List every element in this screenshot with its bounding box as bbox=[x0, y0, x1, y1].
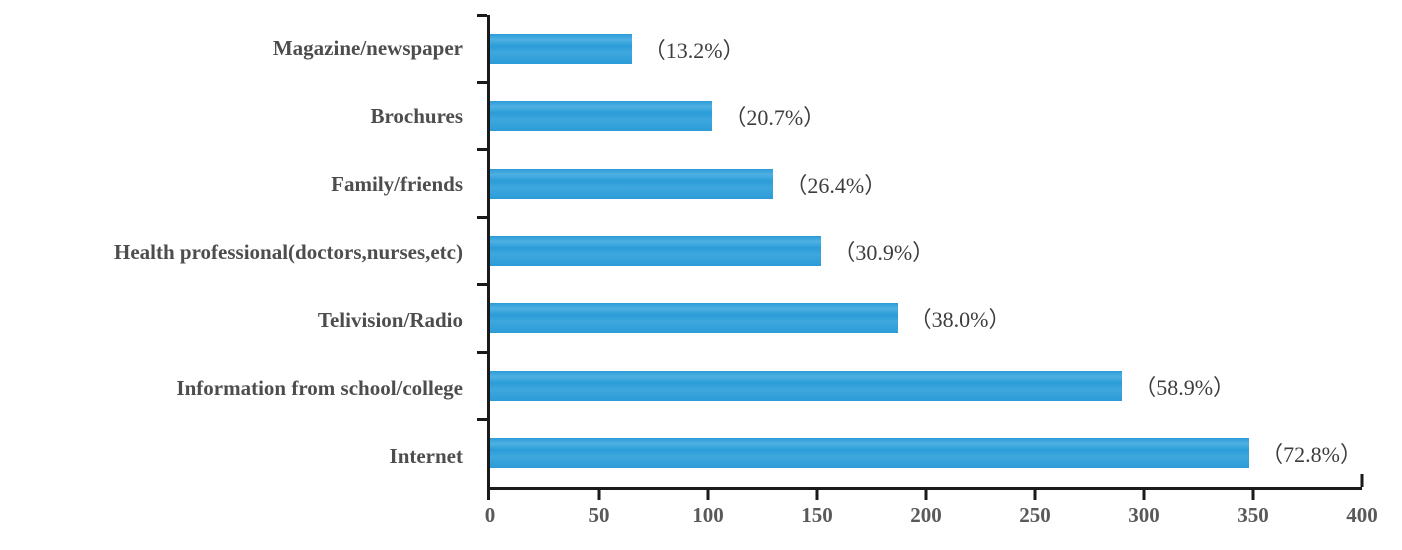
bar-value-label: （58.9%） bbox=[1134, 374, 1236, 400]
category-label: Telivision/Radio bbox=[317, 307, 463, 332]
y-axis-tick bbox=[477, 215, 487, 219]
category-label: Family/friends bbox=[331, 172, 463, 197]
x-axis-tick-label: 250 bbox=[1019, 503, 1051, 527]
bar-row: （20.7%） bbox=[490, 82, 1362, 149]
bar bbox=[490, 101, 713, 132]
category-label: Information from school/college bbox=[176, 375, 463, 400]
y-axis-tick bbox=[477, 418, 487, 422]
x-axis-tick-label: 150 bbox=[801, 503, 833, 527]
y-axis-tick bbox=[477, 350, 487, 354]
x-axis-tick-label: 400 bbox=[1346, 503, 1378, 527]
x-axis-tick-label: 50 bbox=[588, 503, 610, 527]
bar-row: （72.8%） bbox=[490, 420, 1362, 487]
bar-value-label: （13.2%） bbox=[643, 37, 745, 63]
bar bbox=[490, 370, 1123, 401]
y-axis-tick bbox=[477, 80, 487, 84]
category-label: Health professional(doctors,nurses,etc) bbox=[114, 240, 463, 264]
bar-rows: （13.2%） （20.7%） （26.4%） （30.9%） （38.0%） （58.9… bbox=[490, 15, 1362, 487]
x-axis-tick bbox=[1360, 474, 1364, 487]
y-axis-tick bbox=[477, 148, 487, 152]
x-axis-tick bbox=[1251, 490, 1255, 500]
x-axis-tick bbox=[597, 490, 601, 500]
x-axis-tick-label: 300 bbox=[1128, 503, 1160, 527]
bar-row: （30.9%） bbox=[490, 217, 1362, 284]
category-label: Brochures bbox=[370, 104, 463, 129]
bar-value-label: （38.0%） bbox=[909, 307, 1011, 333]
x-axis-tick-label: 350 bbox=[1237, 503, 1269, 527]
x-axis-tick-label: 0 bbox=[484, 503, 496, 527]
bar-row: （26.4%） bbox=[490, 150, 1362, 217]
bar-value-label: （20.7%） bbox=[724, 105, 826, 131]
bar-row: （58.9%） bbox=[490, 352, 1362, 419]
x-axis-tick-label: 200 bbox=[910, 503, 942, 527]
x-axis-origin-tick bbox=[487, 490, 490, 500]
category-labels: Magazine/newspaper Brochures Family/friend… bbox=[0, 15, 475, 490]
y-axis-tick bbox=[477, 13, 487, 17]
bar bbox=[490, 438, 1250, 469]
bar-value-label: （72.8%） bbox=[1261, 442, 1362, 468]
bar bbox=[490, 33, 632, 64]
x-axis-tick bbox=[924, 490, 928, 500]
x-axis-tick bbox=[815, 490, 819, 500]
bar-value-label: （26.4%） bbox=[785, 172, 887, 198]
bar-row: （38.0%） bbox=[490, 285, 1362, 352]
bar-value-label: （30.9%） bbox=[833, 239, 935, 265]
bar bbox=[490, 235, 822, 266]
x-axis-tick bbox=[706, 490, 710, 500]
category-label: Magazine/newspaper bbox=[272, 36, 463, 61]
bar-row: （13.2%） bbox=[490, 15, 1362, 82]
x-axis-tick bbox=[1142, 490, 1146, 500]
bar bbox=[490, 168, 774, 199]
x-axis-tick bbox=[1033, 490, 1037, 500]
bar bbox=[490, 303, 898, 334]
category-label: Internet bbox=[389, 443, 463, 468]
y-axis-tick bbox=[477, 283, 487, 287]
plot-area: （13.2%） （20.7%） （26.4%） （30.9%） （38.0%） （58.9… bbox=[477, 13, 1378, 527]
x-axis-tick-label: 100 bbox=[692, 503, 724, 527]
